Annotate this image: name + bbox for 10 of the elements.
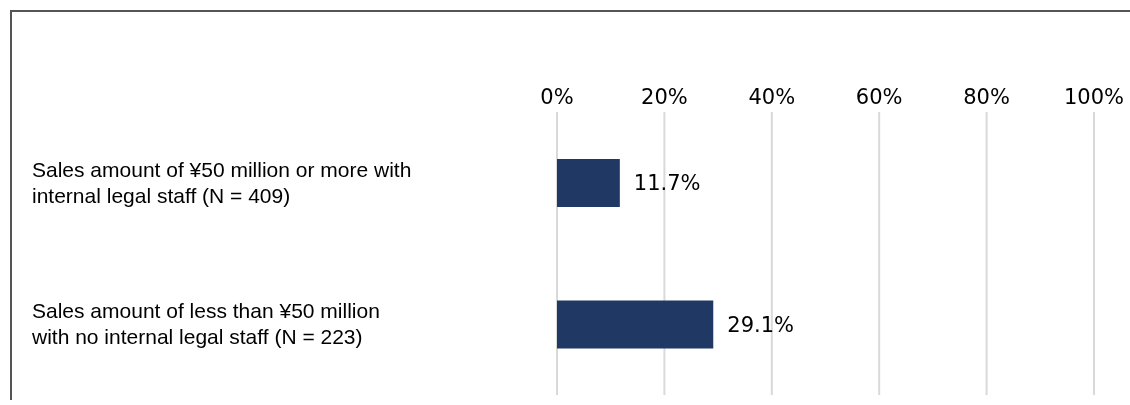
y-tick-label: Sales amount of less than ¥50 million with no internal legal staff (N = 223)	[32, 298, 381, 351]
x-tick-label: 0%	[540, 85, 574, 109]
x-tick-label: 80%	[963, 85, 1010, 109]
y-tick-label: Sales amount of ¥50 million or more with internal legal staff (N = 409)	[32, 156, 412, 209]
x-tick-label: 20%	[641, 85, 688, 109]
x-tick-label: 40%	[748, 85, 796, 109]
x-tick-label: 60%	[855, 85, 903, 109]
x-tick-label: 100%	[1063, 85, 1125, 109]
data-label: 11.7%	[633, 171, 701, 195]
data-label: 29.1%	[727, 312, 794, 337]
